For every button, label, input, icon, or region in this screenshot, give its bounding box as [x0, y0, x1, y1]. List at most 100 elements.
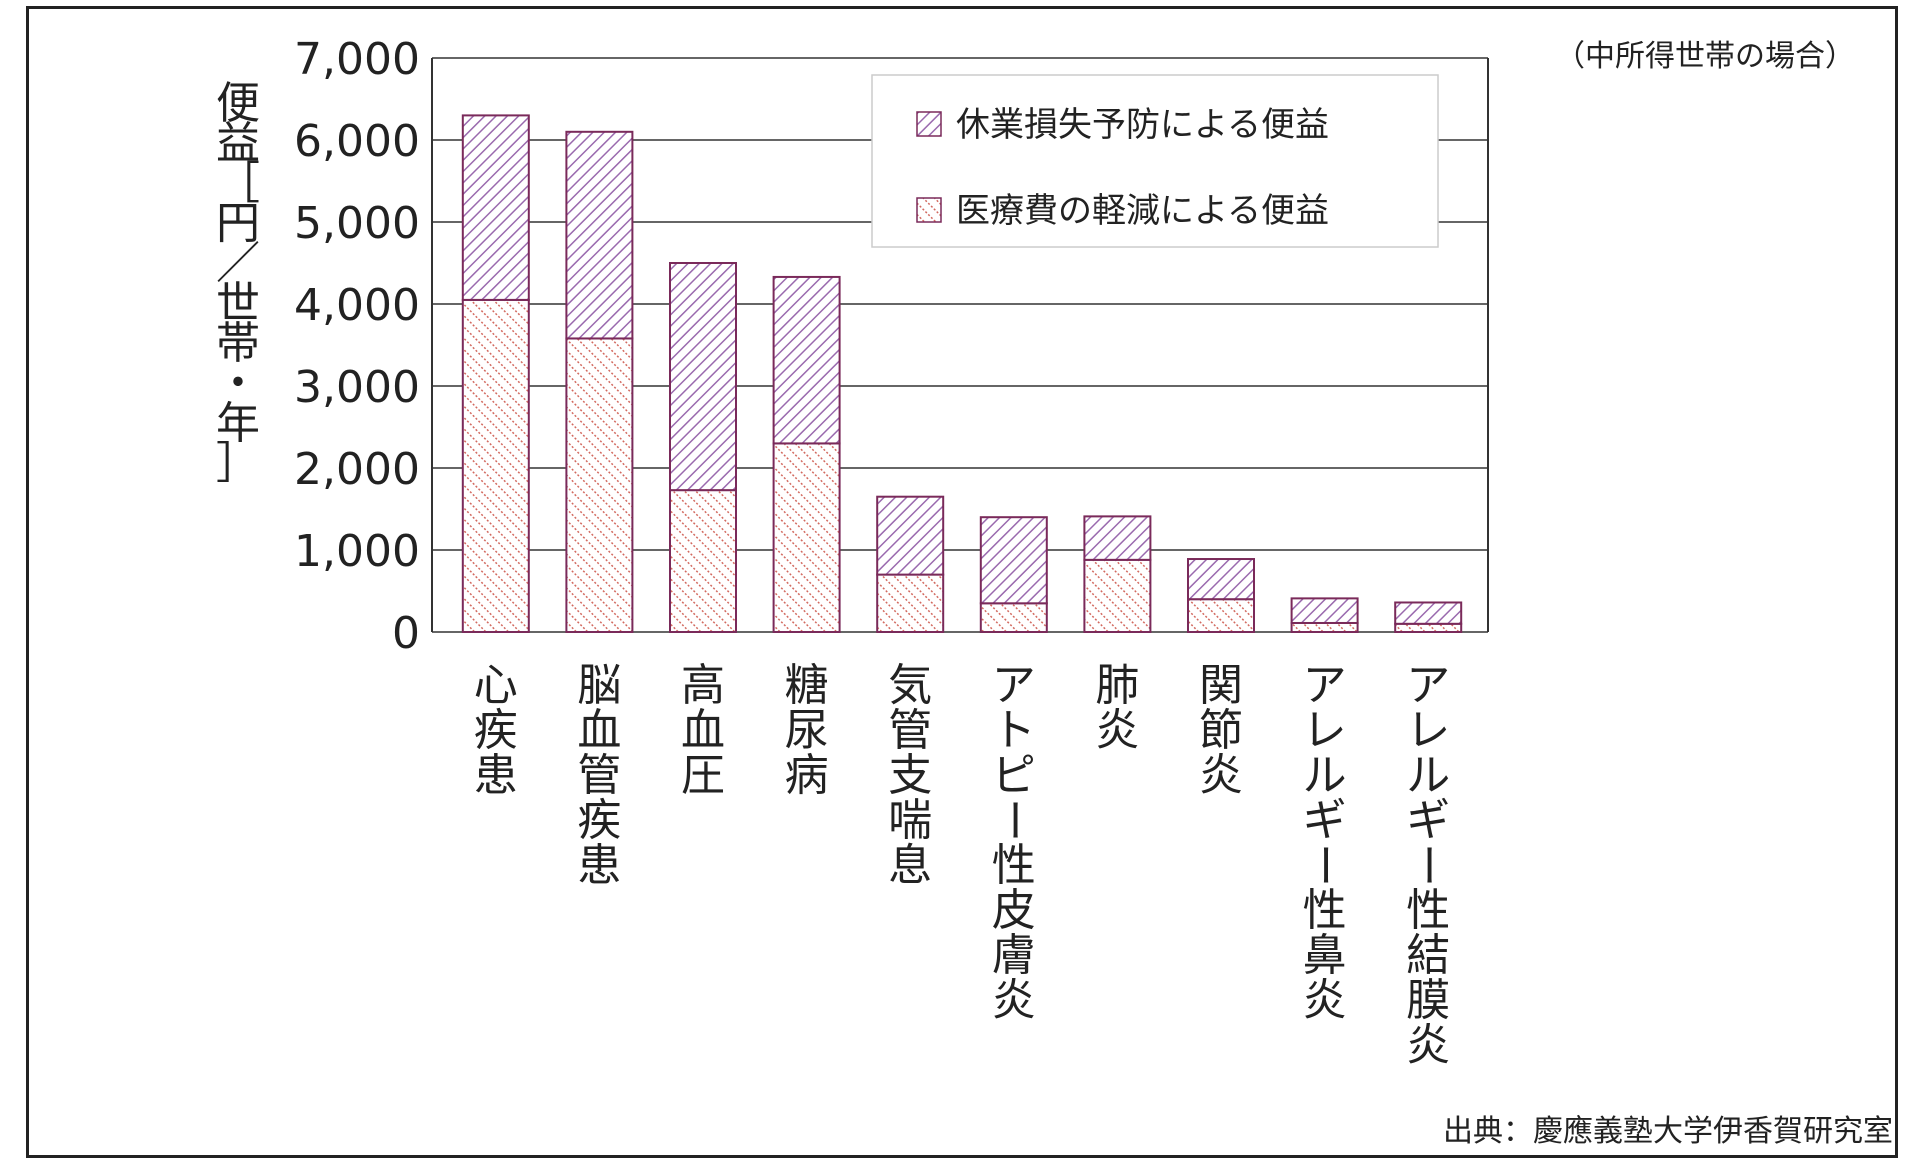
category-label-char: ル	[1406, 750, 1450, 801]
category-label-char: 尿	[785, 705, 829, 756]
bar-medical-cost	[565, 337, 634, 633]
category-label-char: ギ	[1303, 795, 1347, 846]
category-label-char: 病	[785, 750, 829, 801]
category-label-char: ア	[1406, 660, 1450, 711]
category-label-char: 血	[681, 705, 725, 756]
bar-lost-work	[1394, 601, 1463, 625]
bar-medical-cost	[669, 489, 737, 634]
y-label-char: 帯	[216, 318, 260, 369]
category-label-char: 節	[1199, 705, 1243, 756]
category-label-char: 鼻	[1303, 930, 1347, 981]
category-label-char: ア	[1303, 660, 1347, 711]
y-tick-labels: 0 1,000 2,000 3,000 4,000 5,000 6,000 7,000	[294, 34, 420, 659]
bar-lost-work	[461, 114, 530, 301]
category-label-char: ア	[992, 660, 1036, 711]
y-label-char: ［	[216, 158, 260, 209]
bar-medical-cost	[876, 573, 945, 633]
category-label-char: レ	[1406, 705, 1450, 756]
bar-medical-cost	[1394, 622, 1463, 633]
category-label-char: 疾	[474, 705, 518, 756]
y-label-char: 世	[216, 278, 260, 329]
category-label-char: 患	[474, 750, 518, 801]
bar-lost-work	[772, 275, 841, 445]
category-label-char: 管	[577, 750, 621, 801]
bars	[461, 114, 1463, 634]
chart-note: （中所得世帯の場合）	[1555, 39, 1855, 74]
category-label-char: 疾	[577, 795, 621, 846]
category-label-char: 息	[888, 840, 932, 891]
category-label-char: 血	[577, 705, 621, 756]
category-label-char: 患	[577, 840, 621, 891]
y-tick-label: 6,000	[294, 116, 420, 167]
y-axis-label: 便益［円／世帯・年］	[216, 78, 260, 489]
category-label-char: 膚	[992, 930, 1036, 981]
y-label-char: 便	[216, 78, 260, 129]
category-label-char: レ	[1303, 705, 1347, 756]
category-label-char: 関	[1199, 660, 1243, 711]
category-label-char: 支	[888, 750, 932, 801]
category-label-char: ギ	[1406, 795, 1450, 846]
y-label-char: ］	[216, 438, 260, 489]
y-tick-label: 0	[392, 608, 420, 659]
legend-label-upper: 休業損失予防による便益	[956, 105, 1329, 145]
source-credit: 出典：慶應義塾大学伊香賀研究室	[1443, 1114, 1893, 1149]
category-label-char: 炎	[1199, 750, 1243, 801]
y-label-char: 益	[216, 118, 260, 169]
legend-label-lower: 医療費の軽減による便益	[956, 191, 1329, 231]
category-label-char: 膜	[1406, 975, 1450, 1026]
category-label-char: 炎	[1095, 705, 1139, 756]
category-label-char: 糖	[785, 660, 829, 711]
bar-lost-work	[669, 262, 737, 492]
y-label-char: ・	[216, 358, 260, 409]
legend-swatch-upper	[916, 111, 942, 137]
category-label-char: 炎	[1303, 975, 1347, 1026]
category-label-char: 結	[1406, 930, 1450, 981]
category-label-char: ピ	[992, 750, 1036, 801]
y-tick-label: 5,000	[294, 198, 420, 249]
category-label-char: ー	[1299, 843, 1350, 887]
category-label-char: 皮	[992, 885, 1036, 936]
bar-medical-cost	[1083, 558, 1152, 634]
category-label-char: 脳	[577, 660, 621, 711]
category-label-char: 気	[888, 660, 932, 711]
bar-lost-work	[565, 130, 634, 340]
y-tick-label: 1,000	[294, 526, 420, 577]
legend-box	[871, 74, 1439, 248]
bar-medical-cost	[772, 442, 841, 633]
category-label-char: 心	[474, 660, 518, 711]
category-label-char: 性	[992, 840, 1036, 891]
bar-lost-work	[876, 495, 945, 576]
category-label-char: ー	[1402, 843, 1453, 887]
category-label-char: 喘	[888, 795, 932, 846]
category-label-char: 圧	[681, 750, 725, 801]
category-label-char: 性	[1303, 885, 1347, 936]
y-label-char: 年	[216, 398, 260, 449]
y-tick-label: 7,000	[294, 34, 420, 85]
bar-medical-cost	[979, 602, 1048, 633]
category-label-char: 炎	[992, 975, 1036, 1026]
bar-medical-cost	[1290, 621, 1359, 633]
bar-medical-cost	[461, 298, 530, 633]
category-label-char: ル	[1303, 750, 1347, 801]
y-tick-label: 4,000	[294, 280, 420, 331]
bar-lost-work	[979, 516, 1048, 605]
category-label-char: ー	[988, 798, 1039, 842]
bar-medical-cost	[1187, 598, 1255, 634]
y-label-char: ／	[216, 238, 260, 289]
category-label-char: 炎	[1406, 1020, 1450, 1071]
category-label-char: 性	[1406, 885, 1450, 936]
bar-lost-work	[1187, 558, 1255, 601]
legend-swatch-lower	[916, 197, 942, 223]
bar-lost-work	[1083, 515, 1152, 561]
category-label-char: 高	[681, 660, 725, 711]
category-labels: 心疾患脳血管疾患高血圧糖尿病気管支喘息アトピー性皮膚炎肺炎関節炎アレルギー性鼻炎…	[474, 660, 1453, 1071]
category-label-char: 管	[888, 705, 932, 756]
y-tick-label: 3,000	[294, 362, 420, 413]
bar-lost-work	[1290, 597, 1359, 624]
category-label-char: ト	[992, 705, 1036, 756]
y-tick-label: 2,000	[294, 444, 420, 495]
y-label-char: 円	[216, 198, 260, 249]
category-label-char: 肺	[1095, 660, 1139, 711]
legend: 休業損失予防による便益 医療費の軽減による便益	[871, 74, 1439, 248]
